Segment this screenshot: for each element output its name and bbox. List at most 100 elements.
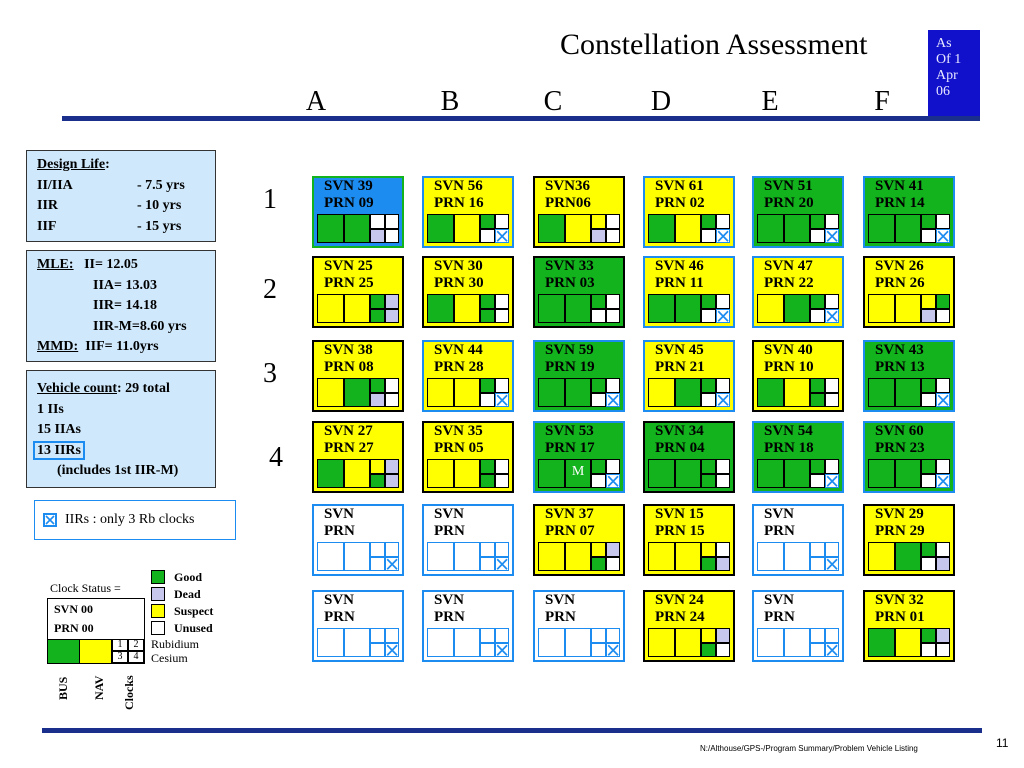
clock-status: [701, 628, 730, 657]
slot-header-3: 3: [263, 358, 277, 389]
clock-cell: [494, 214, 509, 229]
nav-status: [894, 459, 922, 488]
mmd-value: IIF= 11.0yrs: [85, 339, 159, 354]
clock-status: [810, 378, 839, 407]
nav-status: [894, 628, 922, 657]
mle-box: MLE: II= 12.05 IIA= 13.03 IIR= 14.18 IIR…: [26, 250, 216, 362]
clock-cell: [605, 542, 620, 557]
satellite-status-strip: [868, 294, 950, 323]
x-clock-icon: [494, 228, 509, 243]
clock-status: [701, 294, 730, 323]
nav-status: [343, 214, 371, 243]
nav-status: [674, 378, 702, 407]
clock-cell: [921, 308, 936, 323]
bus-status: [538, 542, 565, 571]
satellite-label: SVN 26 PRN 26: [875, 258, 925, 291]
x-clock-icon: [384, 642, 399, 657]
mle-value: II= 12.05: [84, 257, 138, 272]
satellite-label: SVN PRN: [764, 506, 795, 539]
page-number: 11: [996, 736, 1009, 750]
satellite-label: SVN 37 PRN 07: [545, 506, 595, 539]
clock-4: 4: [128, 651, 144, 663]
x-clock-icon: [824, 473, 839, 488]
legend-unused-swatch: [151, 621, 165, 635]
design-life-value: - 7.5 yrs: [137, 177, 185, 193]
satellite-label: SVN 47 PRN 22: [764, 258, 814, 291]
satellite-status-strip: M: [538, 459, 620, 488]
satellite-label: SVN 51 PRN 20: [764, 178, 814, 211]
nav-status: [453, 542, 481, 571]
satellite-status-strip: [757, 214, 839, 243]
clock-status: [921, 628, 950, 657]
clock-cell: [384, 378, 399, 393]
nav-status: [453, 214, 481, 243]
clock-cell: [715, 459, 730, 474]
clock-3: 3: [112, 651, 128, 663]
clock-cell: [591, 542, 606, 557]
satellite-cell: SVN 53 PRN 17 M: [533, 421, 625, 493]
satellite-label: SVN 32 PRN 01: [875, 592, 925, 625]
clock-cell: [921, 628, 936, 643]
legend-suspect-swatch: [151, 604, 165, 618]
bus-status: [648, 459, 675, 488]
bus-status: [317, 542, 344, 571]
satellite-label: SVN 38 PRN 08: [324, 342, 374, 375]
satellite-cell: SVN PRN: [422, 590, 514, 662]
clock-status: [810, 214, 839, 243]
clock-cell: [935, 556, 950, 571]
clock-cell: [921, 642, 936, 657]
clock-cell: [370, 392, 385, 407]
bus-status: [868, 214, 895, 243]
clock-cell: [384, 392, 399, 407]
bus-status: [427, 214, 454, 243]
x-clock-icon: [715, 228, 730, 243]
mle-value: IIR= 14.18: [93, 298, 157, 313]
clock-cell: [935, 642, 950, 657]
clock-cell: [810, 378, 825, 393]
satellite-label: SVN 24 PRN 24: [655, 592, 705, 625]
satellite-status-strip: [538, 294, 620, 323]
satellite-label: SVN 29 PRN 29: [875, 506, 925, 539]
clock-cell: [935, 459, 950, 474]
x-clock-icon: [494, 392, 509, 407]
satellite-label: SVN 56 PRN 16: [434, 178, 484, 211]
bus-status: [648, 542, 675, 571]
x-clock-icon: [935, 392, 950, 407]
clock-status: [591, 214, 620, 243]
satellite-label: SVN 30 PRN 30: [434, 258, 484, 291]
bus-status: [538, 459, 565, 488]
vehicle-count-box: Vehicle count: 29 total 1 IIs 15 IIAs 13…: [26, 370, 216, 488]
clock-status: [370, 459, 399, 488]
nav-status: [564, 214, 592, 243]
clock-cell: [715, 378, 730, 393]
clock-cell: [935, 214, 950, 229]
satellite-cell: SVN36 PRN06: [533, 176, 625, 248]
satellite-status-strip: [538, 542, 620, 571]
satellite-cell: SVN 46 PRN 11: [643, 256, 735, 328]
bus-status: [757, 214, 784, 243]
clock-status: [921, 294, 950, 323]
satellite-status-strip: [317, 542, 399, 571]
satellite-status-strip: [757, 542, 839, 571]
satellite-status-strip: [868, 542, 950, 571]
clock-cell: [810, 308, 825, 323]
mle-heading: MLE:: [37, 257, 74, 272]
clock-2: 2: [128, 639, 144, 651]
satellite-label: SVN 25 PRN 25: [324, 258, 374, 291]
clock-status: [591, 378, 620, 407]
satellite-label: SVN 40 PRN 10: [764, 342, 814, 375]
clock-cell: [370, 642, 385, 657]
vehicle-count-heading: Vehicle count: [37, 381, 117, 396]
satellite-label: SVN 46 PRN 11: [655, 258, 704, 291]
nav-status: [343, 294, 371, 323]
design-life-heading: Design Life: [37, 157, 106, 172]
as-of-badge: As Of 1 Apr 06: [928, 30, 980, 118]
satellite-cell: SVN 37 PRN 07: [533, 504, 625, 576]
clock-cell: [370, 308, 385, 323]
clock-status: [921, 378, 950, 407]
clock-cell: [701, 228, 716, 243]
bus-status: [427, 378, 454, 407]
satellite-status-strip: [648, 628, 730, 657]
as-of-line: As: [936, 36, 952, 51]
iir-note-text: IIRs : only 3 Rb clocks: [65, 512, 195, 527]
